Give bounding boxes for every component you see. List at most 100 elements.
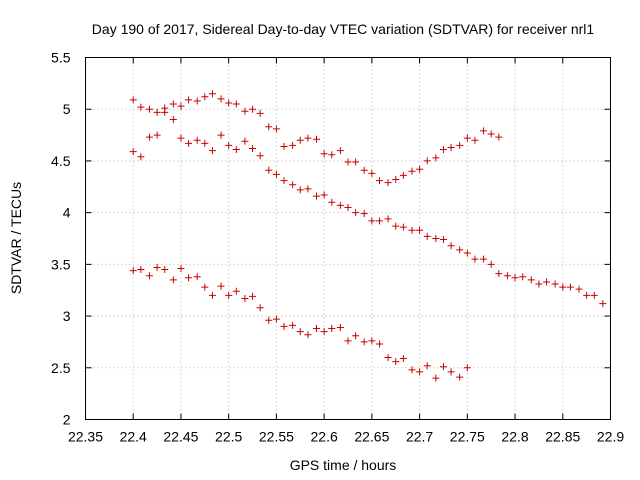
data-point bbox=[217, 282, 225, 290]
data-point bbox=[551, 280, 559, 288]
data-point bbox=[232, 287, 240, 295]
x-axis-label: GPS time / hours bbox=[290, 457, 397, 473]
data-point bbox=[360, 166, 368, 174]
data-point bbox=[129, 96, 137, 104]
y-tick-label: 5 bbox=[63, 101, 71, 117]
data-point bbox=[352, 332, 360, 340]
data-point bbox=[161, 266, 169, 274]
data-point bbox=[384, 353, 392, 361]
data-point bbox=[169, 276, 177, 284]
data-point bbox=[320, 191, 328, 199]
data-point bbox=[289, 321, 297, 329]
data-point bbox=[272, 170, 280, 178]
data-point bbox=[535, 280, 543, 288]
data-point bbox=[208, 90, 216, 98]
data-point bbox=[432, 154, 440, 162]
data-point bbox=[217, 131, 225, 139]
data-point bbox=[201, 139, 209, 147]
data-point bbox=[599, 300, 607, 308]
data-point bbox=[336, 147, 344, 155]
data-point bbox=[416, 165, 424, 173]
data-point bbox=[376, 177, 383, 185]
data-point bbox=[503, 272, 511, 280]
x-tick-label: 22.75 bbox=[450, 429, 485, 445]
data-point bbox=[320, 150, 328, 158]
data-point bbox=[487, 260, 495, 268]
data-point bbox=[583, 291, 591, 299]
data-point bbox=[313, 324, 320, 332]
y-tick-label: 3.5 bbox=[51, 256, 71, 272]
data-point bbox=[145, 133, 153, 141]
data-point bbox=[399, 171, 407, 179]
data-point bbox=[408, 366, 416, 374]
data-point bbox=[241, 137, 249, 145]
data-point bbox=[336, 323, 344, 331]
data-point bbox=[241, 294, 249, 302]
data-point bbox=[384, 215, 392, 223]
axis-ticks: 22.35 22.4 22.45 22.5 22.55 22.6 22.65 22.7 22.7… bbox=[51, 50, 624, 445]
grid-layer bbox=[85, 57, 611, 420]
x-tick-label: 22.35 bbox=[68, 429, 103, 445]
data-point bbox=[543, 278, 551, 286]
y-tick-label: 4 bbox=[63, 205, 71, 221]
data-point bbox=[423, 157, 431, 165]
data-point bbox=[416, 226, 424, 234]
data-point bbox=[408, 167, 416, 175]
x-tick-label: 22.5 bbox=[215, 429, 242, 445]
x-tick-label: 22.85 bbox=[545, 429, 580, 445]
data-point bbox=[439, 236, 447, 244]
x-tick-label: 22.65 bbox=[354, 429, 389, 445]
data-point bbox=[185, 139, 193, 147]
data-point bbox=[177, 264, 185, 272]
data-point bbox=[423, 362, 431, 370]
x-tick-label: 22.55 bbox=[259, 429, 294, 445]
data-point bbox=[280, 322, 288, 330]
data-point bbox=[193, 136, 201, 144]
data-point bbox=[352, 158, 360, 166]
data-point bbox=[392, 176, 400, 184]
data-point bbox=[471, 255, 479, 263]
data-point bbox=[161, 108, 169, 116]
data-point bbox=[296, 328, 304, 336]
data-point bbox=[439, 146, 447, 154]
data-point bbox=[495, 270, 503, 278]
x-tick-label: 22.4 bbox=[120, 429, 147, 445]
data-point bbox=[456, 246, 464, 254]
data-point bbox=[590, 291, 598, 299]
data-point bbox=[137, 103, 145, 111]
data-point bbox=[265, 316, 273, 324]
data-point bbox=[559, 283, 567, 291]
y-tick-label: 5.5 bbox=[51, 50, 71, 66]
data-point bbox=[463, 249, 471, 257]
y-tick-label: 2 bbox=[63, 412, 71, 428]
y-tick-label: 3 bbox=[63, 308, 71, 324]
data-point bbox=[208, 147, 216, 155]
data-point bbox=[265, 123, 273, 131]
data-point bbox=[376, 217, 383, 225]
data-point bbox=[463, 364, 471, 372]
y-tick-label: 2.5 bbox=[51, 360, 71, 376]
data-point bbox=[376, 340, 383, 348]
data-point bbox=[201, 283, 209, 291]
data-point bbox=[232, 100, 240, 108]
data-point bbox=[575, 285, 583, 293]
data-point bbox=[360, 338, 368, 346]
x-tick-label: 22.8 bbox=[501, 429, 528, 445]
data-point bbox=[511, 274, 519, 282]
data-point bbox=[368, 337, 376, 345]
data-point bbox=[249, 292, 257, 300]
data-point bbox=[313, 192, 320, 200]
data-point bbox=[137, 153, 145, 161]
data-point bbox=[256, 304, 264, 312]
data-point bbox=[344, 203, 352, 211]
data-point bbox=[399, 223, 407, 231]
data-point bbox=[289, 141, 297, 149]
data-point bbox=[447, 242, 455, 250]
data-point bbox=[272, 125, 280, 133]
data-point bbox=[368, 217, 376, 225]
data-point bbox=[408, 226, 416, 234]
data-point bbox=[256, 109, 264, 117]
data-point bbox=[265, 166, 273, 174]
data-point bbox=[328, 324, 336, 332]
